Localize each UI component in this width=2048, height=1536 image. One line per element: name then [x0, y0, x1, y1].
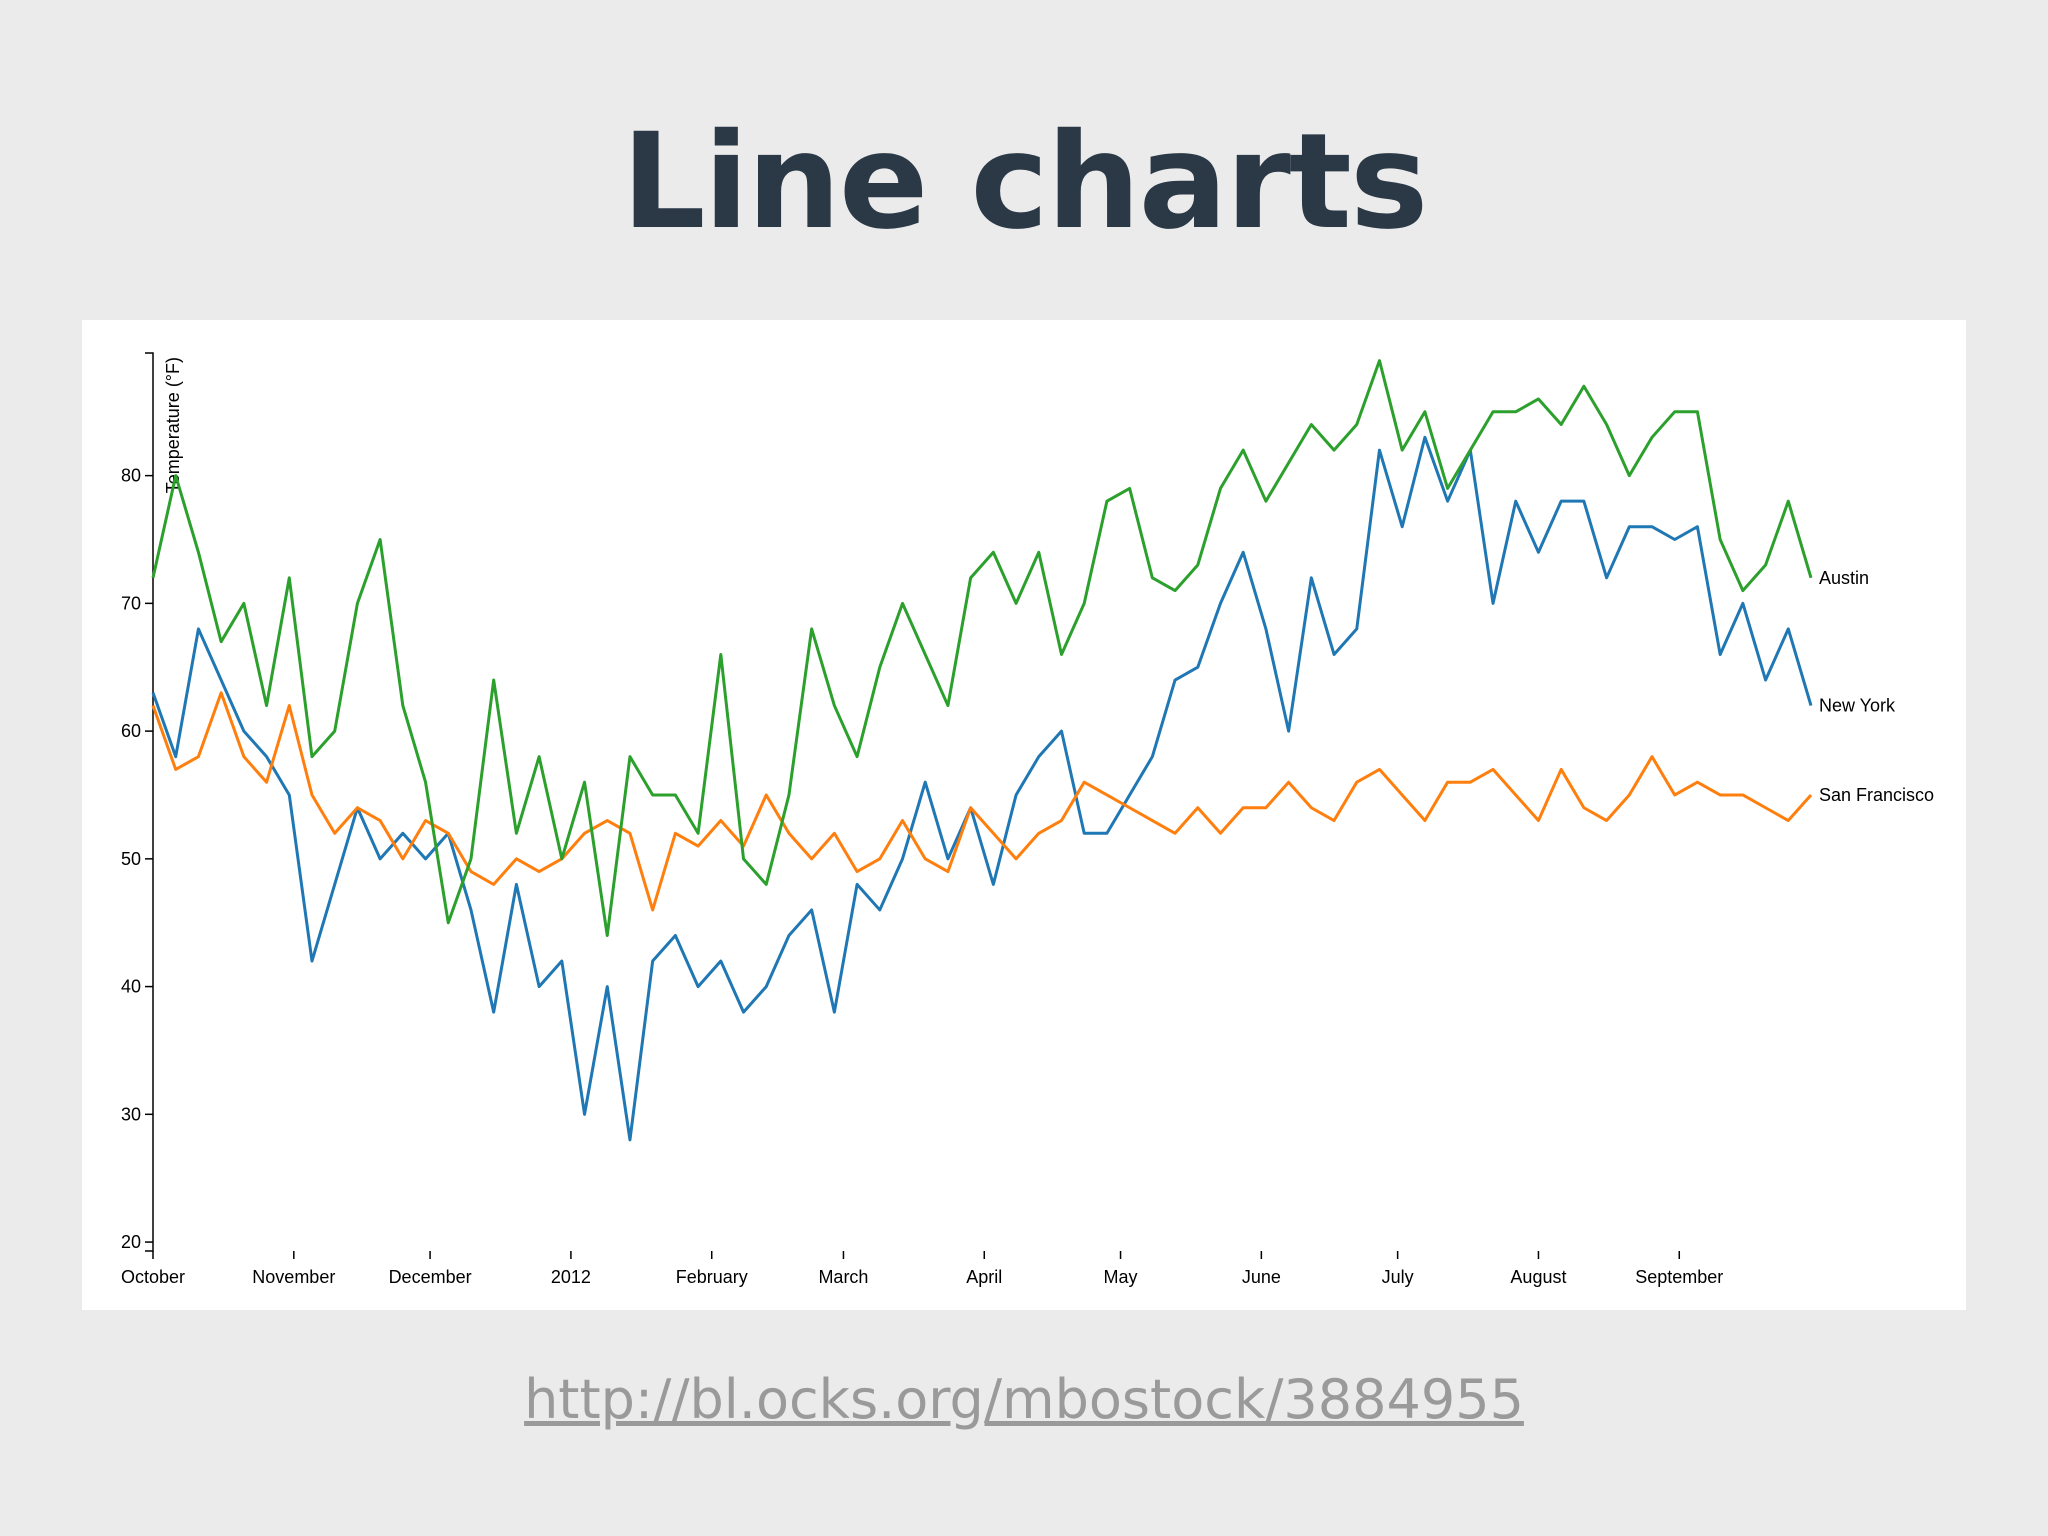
x-tick-label: February: [676, 1267, 748, 1287]
x-tick-label: July: [1382, 1267, 1414, 1287]
x-tick-label: May: [1104, 1267, 1138, 1287]
x-tick-label: September: [1635, 1267, 1723, 1287]
x-tick-label: October: [121, 1267, 185, 1287]
y-tick-label: 40: [121, 977, 141, 997]
x-tick-label: December: [389, 1267, 472, 1287]
y-tick-label: 80: [121, 466, 141, 486]
x-tick-label: June: [1242, 1267, 1281, 1287]
series-line: [151, 359, 1813, 937]
x-tick-label: November: [252, 1267, 335, 1287]
source-link[interactable]: http://bl.ocks.org/mbostock/3884955: [524, 1368, 1524, 1431]
y-tick-label: 70: [121, 593, 141, 613]
y-tick-label: 30: [121, 1104, 141, 1124]
x-tick-label: 2012: [551, 1267, 591, 1287]
x-tick-label: March: [818, 1267, 868, 1287]
chart-panel: [82, 320, 1966, 1310]
y-tick-label: 60: [121, 721, 141, 741]
series-line: [151, 435, 1813, 1142]
x-tick-label: April: [966, 1267, 1002, 1287]
y-axis-label: Temperature (°F): [163, 357, 183, 493]
y-axis: [145, 352, 154, 1252]
series-label: Austin: [1819, 568, 1869, 588]
y-tick-label: 20: [121, 1232, 141, 1252]
slide-title: Line charts: [621, 105, 1429, 259]
y-tick-label: 50: [121, 849, 141, 869]
x-tick-label: August: [1510, 1267, 1566, 1287]
series-line: [151, 691, 1813, 912]
series-label: San Francisco: [1819, 785, 1934, 805]
series-label: New York: [1819, 696, 1896, 716]
